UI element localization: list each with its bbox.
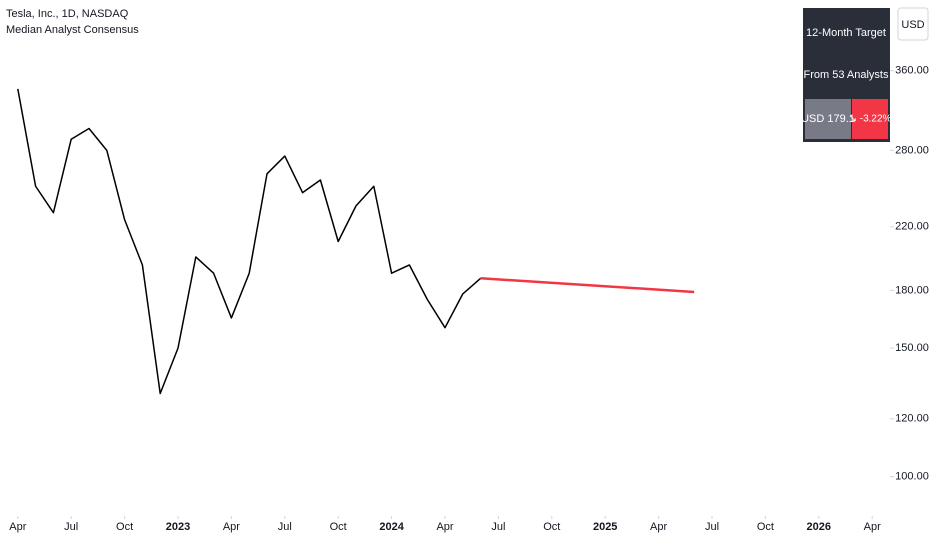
chart-title: Tesla, Inc., 1D, NASDAQ — [6, 8, 129, 20]
x-tick-label: 2024 — [379, 521, 404, 533]
currency-button[interactable] — [897, 7, 929, 41]
x-tick-label: Oct — [757, 521, 774, 533]
y-tick-label: 180.00 — [895, 284, 929, 296]
target-panel: 12-Month Target From 53 Analysts USD 179… — [801, 8, 892, 142]
x-tick-label: Oct — [330, 521, 347, 533]
panel-price: USD 179.1 — [801, 113, 855, 125]
y-tick-label: 220.00 — [895, 221, 929, 233]
panel-subtitle: From 53 Analysts — [804, 69, 889, 81]
y-tick-label: 100.00 — [895, 471, 929, 483]
series-line — [17, 88, 482, 395]
x-tick-label: 2026 — [807, 521, 831, 533]
x-tick-label: Apr — [864, 521, 881, 533]
x-tick-label: Jul — [705, 521, 719, 533]
panel-title: 12-Month Target — [806, 27, 886, 39]
x-tick-label: Jul — [64, 521, 78, 533]
y-tick-label: 280.00 — [895, 144, 929, 156]
y-tick-label: 120.00 — [895, 413, 929, 425]
x-tick-label: 2025 — [593, 521, 617, 533]
y-tick-label: 360.00 — [895, 65, 929, 77]
x-tick-label: Apr — [9, 521, 26, 533]
x-tick-label: Apr — [223, 521, 240, 533]
x-tick-label: Jul — [491, 521, 505, 533]
x-tick-label: Apr — [650, 521, 667, 533]
series-line — [480, 277, 695, 294]
y-tick-label: 150.00 — [895, 342, 929, 354]
x-tick-label: Oct — [543, 521, 560, 533]
x-tick-label: Jul — [278, 521, 292, 533]
x-tick-label: 2023 — [166, 521, 190, 533]
change-cell — [852, 99, 888, 139]
x-tick-label: Oct — [116, 521, 133, 533]
chart-subtitle: Median Analyst Consensus — [6, 24, 139, 36]
price-cell — [805, 99, 851, 139]
x-tick-label: Apr — [436, 521, 453, 533]
panel-change: ↘ -3.22% — [849, 114, 892, 125]
currency-button-label[interactable]: USD — [901, 19, 924, 31]
